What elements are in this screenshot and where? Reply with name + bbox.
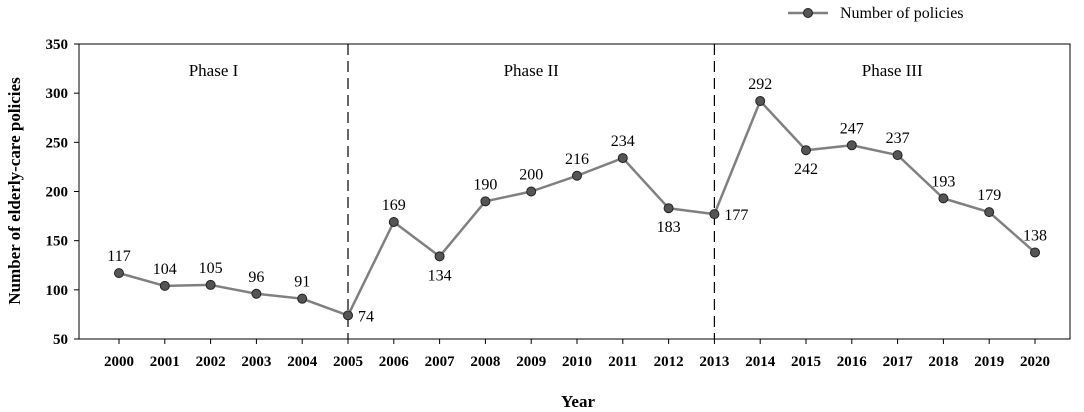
phase-label: Phase I	[189, 61, 239, 80]
y-axis: 50 100 150 200 250 300 350	[46, 37, 79, 348]
x-tick-label: 2009	[516, 354, 546, 370]
x-tick-label: 2020	[1020, 354, 1050, 370]
x-tick-label: 2006	[379, 354, 410, 370]
legend-marker-sample	[803, 8, 813, 18]
data-label: 96	[248, 269, 264, 286]
data-point	[755, 96, 766, 107]
data-point	[709, 209, 720, 220]
data-point	[205, 279, 216, 290]
data-label: 169	[382, 197, 406, 214]
data-label: 234	[611, 133, 635, 150]
phase-labels: Phase I Phase II Phase III	[189, 61, 923, 80]
phase-dividers	[347, 44, 716, 339]
data-label: 179	[977, 187, 1001, 204]
plot-area-border	[78, 43, 1071, 340]
y-tick-label: 350	[46, 37, 69, 53]
x-tick-label: 2001	[150, 354, 180, 370]
data-point	[892, 150, 903, 161]
data-label: 74	[358, 308, 374, 325]
x-axis: 2000 2001 2002 2003 2004 2005 2006 2007 2008 2009…	[104, 339, 1050, 370]
data-label: 177	[724, 207, 748, 224]
data-point	[984, 207, 995, 218]
x-tick-label: 2018	[928, 354, 958, 370]
x-tick-label: 2008	[470, 354, 500, 370]
data-point	[617, 153, 628, 164]
phase-label: Phase III	[862, 61, 923, 80]
data-point	[388, 216, 399, 227]
data-label: 183	[657, 219, 681, 236]
x-tick-label: 2000	[104, 354, 134, 370]
data-label: 134	[428, 267, 452, 284]
x-tick-label: 2004	[287, 354, 318, 370]
legend-label: Number of policies	[840, 5, 964, 22]
phase-label: Phase II	[504, 61, 560, 80]
series-points	[114, 96, 1040, 321]
x-tick-label: 2011	[608, 354, 637, 370]
data-point	[297, 293, 308, 304]
data-point	[480, 196, 491, 207]
x-tick-label: 2007	[425, 354, 456, 370]
data-point	[572, 170, 582, 181]
data-point	[938, 193, 949, 204]
data-label: 190	[473, 176, 497, 193]
data-label: 242	[794, 161, 818, 178]
data-point	[663, 203, 674, 214]
x-tick-label: 2002	[196, 354, 226, 370]
y-axis-title: Number of elderly-care policies	[5, 77, 24, 305]
x-tick-label: 2015	[791, 354, 821, 370]
data-label: 237	[886, 130, 910, 147]
data-label: 193	[931, 173, 955, 190]
x-tick-label: 2016	[837, 354, 868, 370]
data-point	[526, 186, 537, 197]
x-tick-label: 2005	[333, 354, 363, 370]
y-tick-label: 300	[46, 86, 69, 102]
x-tick-label: 2003	[241, 354, 271, 370]
y-tick-label: 200	[46, 185, 69, 201]
data-labels: 117 104 105 96 91 74 169 134 190 200 216 234 183 177 2…	[107, 76, 1047, 325]
data-point	[343, 310, 353, 321]
data-point	[159, 280, 170, 291]
plot-frame	[78, 43, 1071, 340]
x-tick-label: 2014	[745, 354, 776, 370]
data-point	[1030, 247, 1040, 258]
x-tick-label: 2012	[654, 354, 684, 370]
data-label: 216	[565, 151, 589, 168]
data-point	[251, 288, 262, 299]
y-tick-label: 150	[46, 234, 69, 250]
x-tick-label: 2017	[883, 354, 914, 370]
y-tick-label: 250	[46, 135, 69, 151]
x-tick-label: 2013	[699, 354, 729, 370]
data-label: 104	[153, 261, 177, 278]
x-tick-label: 2019	[974, 354, 1004, 370]
data-label: 117	[107, 248, 130, 265]
x-axis-title: Year	[561, 392, 595, 411]
data-point	[114, 268, 124, 279]
data-point	[846, 140, 857, 151]
data-label: 292	[748, 76, 772, 93]
data-label: 105	[199, 260, 223, 277]
data-label: 138	[1023, 227, 1047, 244]
data-label: 200	[519, 167, 543, 184]
x-tick-label: 2010	[562, 354, 592, 370]
data-point	[801, 145, 811, 156]
data-label: 247	[840, 120, 864, 137]
y-tick-label: 100	[46, 283, 69, 299]
y-tick-label: 50	[53, 332, 68, 348]
data-point	[434, 251, 445, 262]
legend: Number of policies	[788, 5, 964, 22]
data-label: 91	[294, 274, 310, 291]
